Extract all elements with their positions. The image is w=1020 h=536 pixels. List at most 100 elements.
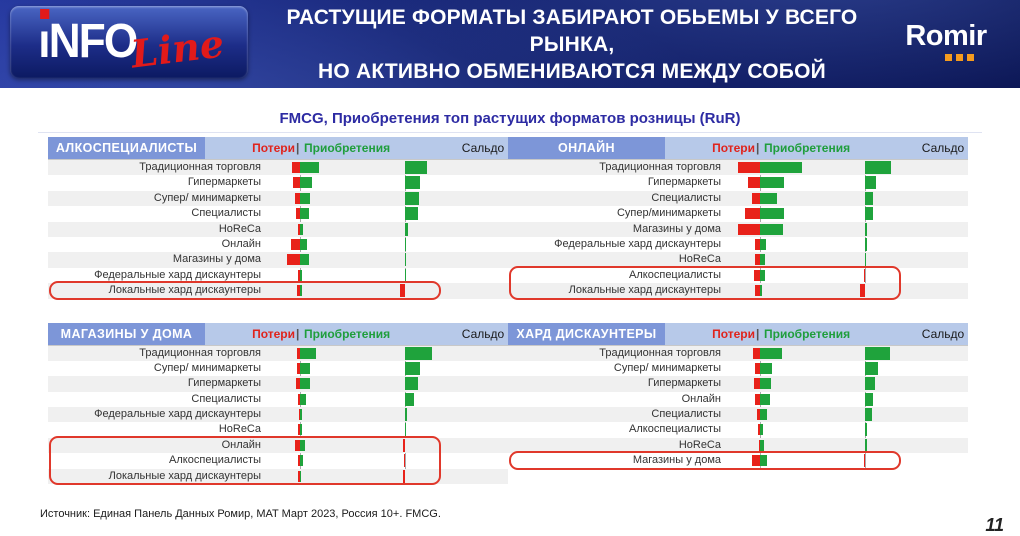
row-label: HoReCa [218, 222, 261, 235]
table-row: Алкоспециалисты [508, 422, 968, 437]
romir-dot-icon [955, 54, 963, 61]
loss-bar [292, 162, 300, 173]
gain-bar [300, 470, 301, 482]
gain-bar [760, 177, 784, 189]
table-row: Специалисты [508, 407, 968, 423]
saldo-bar [865, 161, 891, 174]
legend-separator: | [296, 326, 300, 341]
loss-bar [287, 254, 300, 266]
gain-bar [300, 378, 310, 390]
panel-rows: Традиционная торговля Гипермаркеты Супер/ … [48, 159, 508, 300]
legend-separator: | [296, 141, 300, 155]
loss-bar [755, 362, 760, 374]
table-row: HoReCa [508, 252, 968, 268]
gain-bar [300, 223, 303, 235]
chart-subtitle: FMCG, Приобретения топ растущих форматов… [279, 110, 741, 127]
loss-bar [299, 409, 300, 421]
gain-bar [300, 192, 310, 204]
loss-bar [755, 285, 760, 297]
gain-bar [300, 455, 303, 467]
gain-bar [300, 362, 310, 374]
table-row: Магазины у дома [508, 221, 968, 237]
saldo-bar [865, 408, 872, 422]
saldo-bar [865, 253, 866, 267]
saldo-bar [865, 423, 867, 437]
legend-loss-label: Потери [252, 141, 295, 155]
legend-separator: | [756, 326, 760, 341]
table-row: HoReCa [508, 437, 968, 454]
loss-bar [297, 347, 300, 359]
row-label: Традиционная торговля [139, 161, 261, 173]
saldo-bar [405, 176, 420, 190]
loss-bar [752, 192, 760, 204]
gain-bar [300, 439, 305, 451]
gain-bar [300, 393, 306, 405]
gain-bar [760, 285, 762, 297]
romir-dot-icon [944, 54, 952, 61]
gain-bar [760, 393, 770, 405]
saldo-bar [864, 454, 865, 468]
gain-bar [760, 409, 767, 421]
loss-bar [754, 378, 760, 390]
legend-loss-label: Потери [252, 326, 295, 341]
saldo-bar [865, 392, 873, 406]
infoline-i-dot-icon: ı [38, 9, 51, 68]
header-banner: ıNFO Line РАСТУЩИЕ ФОРМАТЫ ЗАБИРАЮТ ОБЬЕ… [0, 0, 1020, 88]
row-label: Алкоспециалисты [169, 454, 261, 467]
loss-bar [753, 347, 760, 359]
table-row: Гипермаркеты [48, 376, 508, 392]
row-label: Супер/ минимаркеты [153, 361, 261, 374]
panel-rows: Традиционная торговля Супер/ минимаркеты Г… [508, 344, 968, 470]
saldo-bar [405, 253, 406, 267]
saldo-bar [865, 222, 867, 236]
saldo-bar [403, 438, 405, 452]
loss-bar [293, 177, 300, 189]
loss-bar [738, 162, 760, 173]
legend-separator: | [756, 141, 760, 155]
row-label: Специалисты [191, 207, 261, 220]
row-label: Специалисты [651, 408, 721, 421]
legend-gain-label: Приобретения [304, 326, 391, 341]
row-label: Алкоспециалисты [629, 268, 721, 281]
gain-bar [300, 254, 309, 266]
loss-bar [757, 409, 760, 421]
row-label: Магазины у дома [632, 222, 721, 235]
legend-loss-label: Потери [712, 326, 755, 341]
gain-bar [300, 269, 302, 281]
table-row: Федеральные хард дискаунтеры [48, 407, 508, 423]
gain-bar [300, 347, 316, 359]
loss-bar [298, 470, 300, 482]
gain-bar [760, 455, 767, 467]
romir-logo-text: Romir [905, 20, 987, 52]
saldo-bar [865, 346, 890, 360]
gain-bar [760, 347, 782, 359]
loss-bar [738, 223, 760, 235]
legend-gain-label: Приобретения [764, 141, 851, 155]
gain-bar [760, 378, 771, 390]
saldo-bar [865, 438, 867, 452]
table-row: Алкоспециалисты [48, 453, 508, 468]
panel-online: ОНЛАЙН Потери | Приобретения Сальдо Трад… [508, 137, 968, 300]
row-label: Супер/ минимаркеты [153, 191, 261, 204]
row-label: Гипермаркеты [187, 176, 261, 189]
loss-bar [298, 223, 300, 235]
infoline-logo-text: ıNFO [38, 9, 138, 68]
row-label: Федеральные хард дискаунтеры [94, 268, 261, 281]
loss-bar [754, 269, 760, 281]
table-row: Магазины у дома [48, 252, 508, 268]
saldo-bar [405, 377, 418, 391]
table-row: HoReCa [48, 422, 508, 437]
source-note: Источник: Единая Панель Данных Ромир, MA… [40, 508, 441, 520]
table-row: Супер/ минимаркеты [48, 190, 508, 207]
slide-title-line2: НО АКТИВНО ОБМЕНИВАЮТСЯ МЕЖДУ СОБОЙ [318, 59, 826, 83]
page-number: 11 [985, 515, 1004, 535]
panel-convenience-stores: МАГАЗИНЫ У ДОМА Потери | Приобретения Са… [48, 322, 508, 486]
table-row: Специалисты [48, 206, 508, 221]
table-row: Супер/ минимаркеты [48, 361, 508, 376]
gain-bar [760, 362, 772, 374]
panel-hard-discounters: ХАРД ДИСКАУНТЕРЫ Потери | Приобретения С… [508, 322, 968, 485]
saldo-bar [405, 423, 406, 437]
row-label: Супер/минимаркеты [616, 207, 721, 220]
panel-title: ОНЛАЙН [508, 137, 665, 159]
table-row: Магазины у дома [508, 453, 968, 468]
